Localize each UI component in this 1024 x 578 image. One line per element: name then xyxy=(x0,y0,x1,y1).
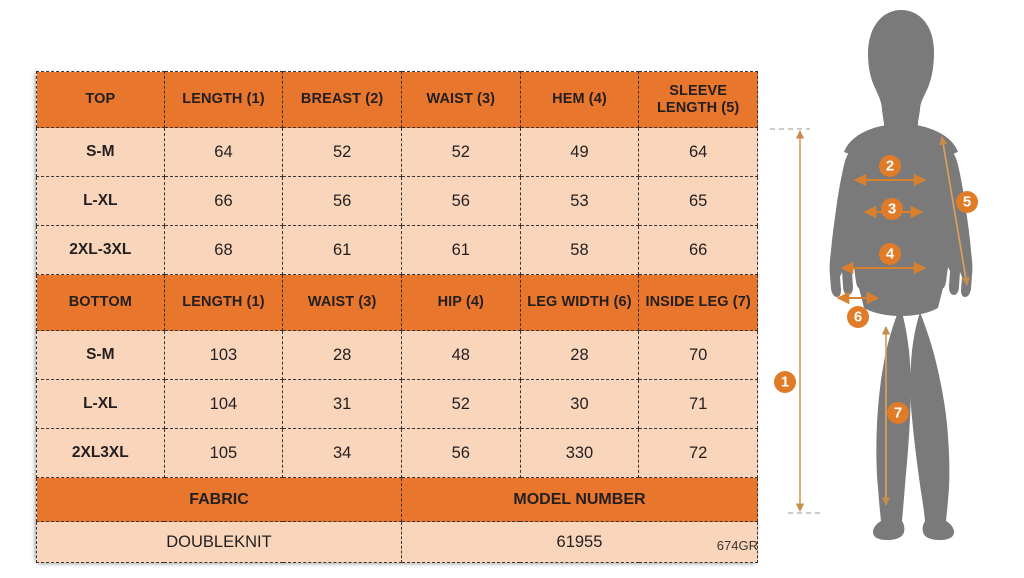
header-cell-top: TOP xyxy=(36,71,165,128)
cell-hip: 52 xyxy=(400,379,521,429)
cell-sleeve: 64 xyxy=(638,127,758,177)
cell-leg-width: 28 xyxy=(519,330,640,380)
header-cell-length: LENGTH (1) xyxy=(163,274,284,331)
marker-label-6: 6 xyxy=(854,309,862,326)
cell-length: 64 xyxy=(163,127,284,177)
size-label: 2XL-3XL xyxy=(36,225,165,275)
cell-hem: 58 xyxy=(519,225,640,275)
cell-sleeve: 65 xyxy=(638,176,758,226)
marker-circle-6 xyxy=(847,306,869,328)
bottom-section-header-row: BOTTOM LENGTH (1) WAIST (3) HIP (4) LEG … xyxy=(36,274,758,331)
cell-length: 103 xyxy=(163,330,284,380)
cell-waist: 61 xyxy=(400,225,521,275)
table-row: 2XL3XL 105 34 56 330 72 xyxy=(36,428,758,478)
table-row: S-M 64 52 52 49 64 xyxy=(36,127,758,177)
header-cell-length: LENGTH (1) xyxy=(163,71,284,128)
header-cell-sleeve-length: SLEEVE LENGTH (5) xyxy=(638,71,758,128)
cell-leg-width: 330 xyxy=(519,428,640,478)
size-label: S-M xyxy=(36,330,165,380)
size-chart-table: TOP LENGTH (1) BREAST (2) WAIST (3) HEM … xyxy=(36,71,759,563)
cell-waist: 31 xyxy=(282,379,402,429)
size-label: L-XL xyxy=(36,176,165,226)
header-cell-hip: HIP (4) xyxy=(400,274,521,331)
cell-model-value: 61955 xyxy=(400,521,759,563)
header-cell-breast: BREAST (2) xyxy=(282,71,402,128)
marker-circle-2 xyxy=(879,155,901,177)
cell-inside-leg: 72 xyxy=(638,428,758,478)
cell-length: 68 xyxy=(163,225,284,275)
marker-circle-5 xyxy=(956,191,978,213)
marker-label-1: 1 xyxy=(781,374,789,391)
header-cell-inside-leg: INSIDE LEG (7) xyxy=(638,274,758,331)
header-cell-waist: WAIST (3) xyxy=(400,71,521,128)
cell-length: 104 xyxy=(163,379,284,429)
table-row: L-XL 104 31 52 30 71 xyxy=(36,379,758,429)
cell-breast: 52 xyxy=(282,127,402,177)
cell-inside-leg: 71 xyxy=(638,379,758,429)
table-row: 2XL-3XL 68 61 61 58 66 xyxy=(36,225,758,275)
size-label: S-M xyxy=(36,127,165,177)
header-cell-model: MODEL NUMBER xyxy=(400,477,759,522)
measurement-figure-panel: 1 2 3 4 5 6 7 xyxy=(770,0,1024,578)
marker-label-4: 4 xyxy=(886,246,895,263)
cell-waist: 56 xyxy=(400,176,521,226)
marker-label-3: 3 xyxy=(888,201,896,218)
table-row: S-M 103 28 48 28 70 xyxy=(36,330,758,380)
footer-header-row: FABRIC MODEL NUMBER xyxy=(36,477,759,522)
cell-breast: 61 xyxy=(282,225,402,275)
cell-waist: 52 xyxy=(400,127,521,177)
header-cell-bottom: BOTTOM xyxy=(36,274,165,331)
footer-data-row: DOUBLEKNIT 61955 xyxy=(36,521,759,563)
marker-circle-4 xyxy=(879,243,901,265)
cell-hem: 53 xyxy=(519,176,640,226)
arrow-sleeve-5 xyxy=(939,136,970,286)
cell-fabric-value: DOUBLEKNIT xyxy=(36,521,402,563)
header-cell-waist: WAIST (3) xyxy=(282,274,402,331)
marker-circle-1 xyxy=(774,371,796,393)
cell-inside-leg: 70 xyxy=(638,330,758,380)
marker-label-5: 5 xyxy=(963,194,971,211)
marker-label-2: 2 xyxy=(886,158,894,175)
marker-label-7: 7 xyxy=(894,405,902,422)
cell-sleeve: 66 xyxy=(638,225,758,275)
cell-leg-width: 30 xyxy=(519,379,640,429)
top-section-header-row: TOP LENGTH (1) BREAST (2) WAIST (3) HEM … xyxy=(36,71,758,128)
size-label: L-XL xyxy=(36,379,165,429)
cell-length: 105 xyxy=(163,428,284,478)
size-label: 2XL3XL xyxy=(36,428,165,478)
cell-length: 66 xyxy=(163,176,284,226)
marker-circle-3 xyxy=(881,198,903,220)
cell-hip: 56 xyxy=(400,428,521,478)
header-cell-fabric: FABRIC xyxy=(36,477,402,522)
header-cell-hem: HEM (4) xyxy=(519,71,640,128)
table-row: L-XL 66 56 56 53 65 xyxy=(36,176,758,226)
header-cell-leg-width: LEG WIDTH (6) xyxy=(519,274,640,331)
cell-waist: 34 xyxy=(282,428,402,478)
product-code-label: 674GR xyxy=(716,538,758,553)
cell-waist: 28 xyxy=(282,330,402,380)
cell-hip: 48 xyxy=(400,330,521,380)
cell-hem: 49 xyxy=(519,127,640,177)
cell-breast: 56 xyxy=(282,176,402,226)
marker-circle-7 xyxy=(887,402,909,424)
measurement-annotations: 1 2 3 4 5 6 7 xyxy=(770,128,978,514)
